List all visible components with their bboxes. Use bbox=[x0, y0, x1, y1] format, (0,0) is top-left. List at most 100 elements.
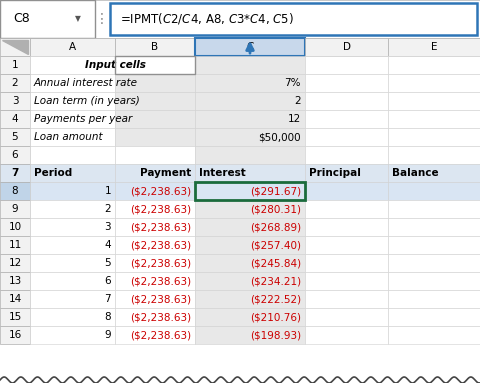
Bar bbox=[195, 110, 305, 128]
Text: ▼: ▼ bbox=[75, 15, 81, 23]
Bar bbox=[195, 236, 305, 254]
Bar bbox=[195, 272, 305, 290]
Bar bbox=[30, 146, 115, 164]
Text: 15: 15 bbox=[8, 312, 22, 322]
Bar bbox=[195, 92, 305, 110]
Bar bbox=[195, 182, 305, 200]
Bar bbox=[30, 110, 115, 128]
Bar bbox=[30, 218, 115, 236]
Bar bbox=[115, 110, 195, 128]
Bar bbox=[305, 38, 388, 56]
Bar bbox=[195, 146, 305, 164]
Bar bbox=[388, 290, 480, 308]
Text: 5: 5 bbox=[12, 132, 18, 142]
Bar bbox=[0, 236, 30, 254]
Bar bbox=[305, 254, 388, 272]
Text: 1: 1 bbox=[104, 186, 111, 196]
Bar bbox=[30, 326, 115, 344]
Text: ⋮: ⋮ bbox=[95, 12, 109, 26]
Bar bbox=[115, 164, 195, 182]
Text: D: D bbox=[343, 42, 350, 52]
Text: Loan term (in years): Loan term (in years) bbox=[34, 96, 140, 106]
Bar bbox=[115, 290, 195, 308]
Bar bbox=[305, 146, 388, 164]
Text: ($257.40): ($257.40) bbox=[250, 240, 301, 250]
Bar bbox=[115, 92, 195, 110]
Bar bbox=[388, 38, 480, 56]
Bar bbox=[110, 3, 477, 35]
Bar bbox=[388, 92, 480, 110]
Bar bbox=[0, 128, 30, 146]
Text: 3: 3 bbox=[104, 222, 111, 232]
Bar bbox=[115, 182, 195, 200]
Bar bbox=[0, 164, 30, 182]
Bar bbox=[30, 290, 115, 308]
Bar bbox=[388, 110, 480, 128]
Text: 6: 6 bbox=[104, 276, 111, 286]
Bar bbox=[388, 164, 480, 182]
Text: 8: 8 bbox=[104, 312, 111, 322]
Bar bbox=[30, 236, 115, 254]
Bar bbox=[0, 272, 30, 290]
Text: C8: C8 bbox=[13, 13, 30, 26]
Text: 8: 8 bbox=[12, 186, 18, 196]
Bar bbox=[115, 200, 195, 218]
Bar bbox=[305, 290, 388, 308]
Bar bbox=[0, 308, 30, 326]
Bar bbox=[30, 92, 115, 110]
Bar bbox=[0, 0, 480, 38]
Text: $50,000: $50,000 bbox=[258, 132, 301, 142]
Bar bbox=[30, 56, 115, 74]
Bar bbox=[30, 254, 115, 272]
Text: B: B bbox=[151, 42, 158, 52]
Bar bbox=[388, 56, 480, 74]
Bar bbox=[30, 74, 115, 92]
Bar bbox=[305, 164, 388, 182]
Bar bbox=[305, 56, 388, 74]
Bar bbox=[195, 308, 305, 326]
Bar bbox=[30, 200, 115, 218]
Text: ($210.76): ($210.76) bbox=[250, 312, 301, 322]
Bar bbox=[388, 200, 480, 218]
Text: 14: 14 bbox=[8, 294, 22, 304]
Bar bbox=[305, 218, 388, 236]
Text: ($2,238.63): ($2,238.63) bbox=[130, 258, 191, 268]
Text: Input cells: Input cells bbox=[84, 60, 145, 70]
Text: =IPMT($C$2/$C$4, A8, $C$3*$C$4, $C$5): =IPMT($C$2/$C$4, A8, $C$3*$C$4, $C$5) bbox=[120, 11, 294, 26]
Bar bbox=[0, 254, 30, 272]
Text: 12: 12 bbox=[8, 258, 22, 268]
Text: ($2,238.63): ($2,238.63) bbox=[130, 312, 191, 322]
Bar bbox=[388, 218, 480, 236]
Text: ($280.31): ($280.31) bbox=[250, 204, 301, 214]
Bar bbox=[195, 38, 305, 56]
Text: 4: 4 bbox=[12, 114, 18, 124]
Bar bbox=[388, 236, 480, 254]
Bar bbox=[195, 182, 305, 200]
Text: C: C bbox=[246, 42, 254, 52]
Bar bbox=[115, 56, 195, 74]
Bar bbox=[30, 182, 115, 200]
Text: ($2,238.63): ($2,238.63) bbox=[130, 186, 191, 196]
Bar bbox=[195, 56, 305, 74]
Text: 5: 5 bbox=[104, 258, 111, 268]
Bar bbox=[30, 38, 115, 56]
Text: 11: 11 bbox=[8, 240, 22, 250]
Text: 10: 10 bbox=[9, 222, 22, 232]
Bar bbox=[195, 218, 305, 236]
Text: ($2,238.63): ($2,238.63) bbox=[130, 294, 191, 304]
Bar bbox=[305, 74, 388, 92]
Text: Principal: Principal bbox=[309, 168, 361, 178]
Bar bbox=[0, 326, 30, 344]
Text: 16: 16 bbox=[8, 330, 22, 340]
Bar bbox=[388, 74, 480, 92]
Text: Payment: Payment bbox=[140, 168, 191, 178]
Bar bbox=[305, 200, 388, 218]
Bar bbox=[0, 110, 30, 128]
Text: 2: 2 bbox=[12, 78, 18, 88]
Text: Payments per year: Payments per year bbox=[34, 114, 132, 124]
Text: 2: 2 bbox=[294, 96, 301, 106]
Text: Loan amount: Loan amount bbox=[34, 132, 103, 142]
Bar bbox=[0, 218, 30, 236]
Text: 4: 4 bbox=[104, 240, 111, 250]
Bar bbox=[0, 200, 30, 218]
